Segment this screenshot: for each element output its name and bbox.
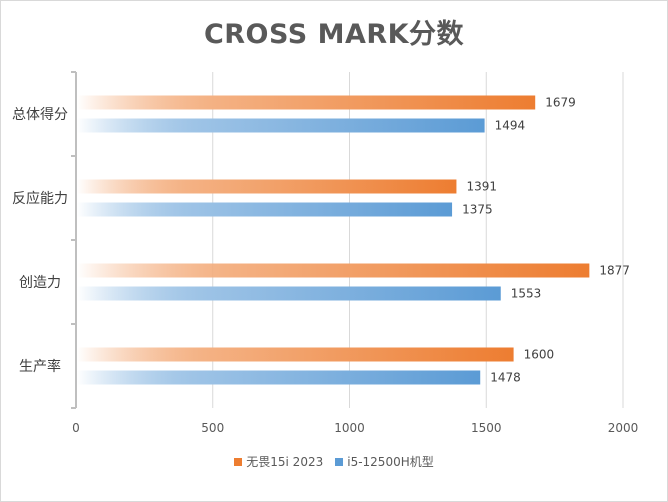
chart-legend: 无畏15i 2023 i5-12500H机型 bbox=[0, 453, 668, 470]
category-label: 创造力 bbox=[19, 275, 61, 291]
bar-series-2 bbox=[77, 286, 501, 301]
bar-series-1 bbox=[77, 263, 590, 278]
x-tick-label: 1500 bbox=[471, 421, 502, 435]
legend-swatch-series-1 bbox=[234, 457, 243, 466]
x-tick-label: 1000 bbox=[334, 421, 365, 435]
x-tick-label: 2000 bbox=[608, 421, 639, 435]
data-label: 1494 bbox=[495, 119, 526, 133]
bar-series-1 bbox=[77, 347, 514, 362]
bar-series-1 bbox=[77, 95, 536, 110]
category-label: 生产率 bbox=[19, 358, 61, 375]
category-label: 反应能力 bbox=[12, 190, 68, 207]
data-label: 1391 bbox=[466, 180, 497, 194]
x-tick-label: 500 bbox=[201, 421, 224, 435]
chart-title: CROSS MARK分数 bbox=[203, 19, 465, 50]
bar-series-2 bbox=[77, 202, 453, 217]
data-label: 1478 bbox=[490, 371, 521, 385]
x-tick-label: 0 bbox=[72, 421, 80, 435]
legend-swatch-series-2 bbox=[335, 457, 344, 466]
bar-series-2 bbox=[77, 118, 485, 133]
legend-label-series-1: 无畏15i 2023 bbox=[246, 455, 324, 469]
bar-series-2 bbox=[77, 370, 481, 385]
data-label: 1553 bbox=[511, 287, 542, 301]
data-label: 1600 bbox=[524, 348, 555, 362]
data-label: 1877 bbox=[599, 264, 630, 278]
data-label: 1679 bbox=[545, 96, 576, 110]
legend-item-series-1: 无畏15i 2023 bbox=[234, 453, 323, 470]
category-label: 总体得分 bbox=[12, 106, 68, 123]
legend-item-series-2: i5-12500H机型 bbox=[335, 453, 434, 470]
data-label: 1375 bbox=[462, 203, 493, 217]
bar-series-1 bbox=[77, 179, 457, 194]
legend-label-series-2: i5-12500H机型 bbox=[347, 455, 434, 469]
